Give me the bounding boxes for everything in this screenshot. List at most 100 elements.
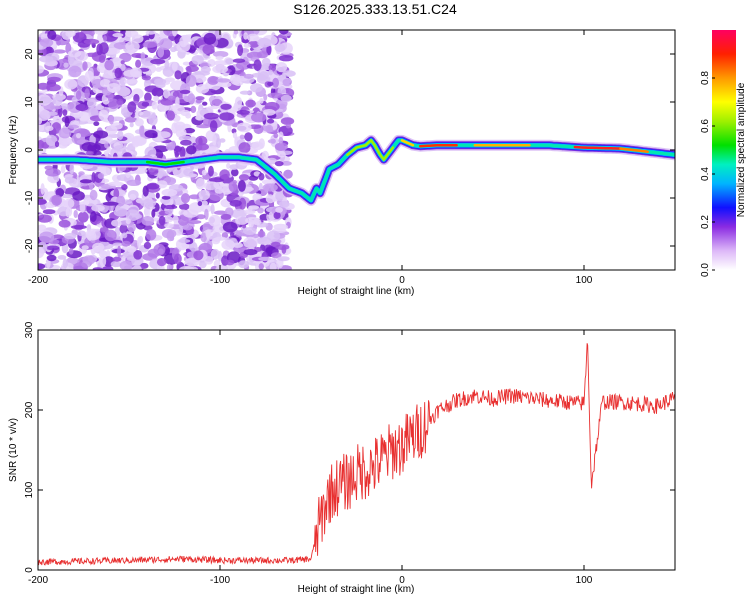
noise-cell: [57, 255, 67, 260]
noise-cell: [176, 40, 191, 53]
spectrogram-ytick-label: -20: [24, 238, 35, 253]
noise-cell: [219, 112, 235, 121]
noise-cell: [274, 142, 288, 151]
spectrogram-ytick-label: 20: [24, 48, 35, 60]
colorbar-gradient: [712, 30, 736, 270]
noise-cell: [198, 189, 210, 201]
noise-cell: [64, 176, 75, 184]
noise-cell: [95, 105, 105, 111]
noise-cell: [265, 194, 275, 204]
noise-cell: [239, 134, 245, 140]
snr-xtick-label: 100: [576, 575, 593, 586]
noise-cell: [253, 59, 262, 71]
spectrogram-xlabel: Height of straight line (km): [298, 286, 415, 297]
noise-cell: [186, 220, 202, 224]
colorbar-label: Normalized spectral amplitude: [736, 82, 747, 217]
noise-cell: [82, 255, 96, 265]
noise-cell: [261, 57, 271, 67]
noise-cell: [259, 97, 264, 104]
noise-cell: [275, 244, 290, 251]
noise-cell: [158, 215, 166, 226]
noise-cell: [208, 214, 222, 227]
noise-cell: [159, 38, 173, 50]
noise-cell: [157, 170, 164, 179]
noise-cell: [161, 228, 177, 239]
noise-cell: [79, 201, 86, 213]
noise-cell: [38, 263, 46, 270]
noise-cell: [231, 168, 239, 177]
noise-cell: [113, 145, 128, 152]
noise-cell: [238, 142, 251, 154]
noise-cell: [82, 61, 88, 71]
noise-cell: [183, 127, 196, 134]
noise-cell: [163, 204, 178, 210]
noise-cell: [273, 223, 289, 231]
noise-cell: [62, 137, 74, 145]
noise-cell: [185, 65, 199, 72]
noise-cell: [174, 70, 182, 80]
noise-cell: [77, 230, 87, 237]
noise-cell: [196, 214, 206, 220]
noise-cell: [55, 188, 65, 197]
noise-cell: [45, 134, 58, 146]
noise-cell: [116, 195, 126, 207]
noise-cell: [93, 130, 109, 139]
noise-cell: [145, 229, 157, 241]
noise-cell: [125, 41, 140, 52]
noise-cell: [211, 98, 223, 107]
noise-cell: [117, 130, 124, 140]
noise-cell: [112, 256, 122, 262]
noise-cell: [222, 221, 238, 233]
noise-cell: [54, 141, 60, 148]
noise-cell: [38, 123, 45, 132]
snr-xtick-label: 0: [399, 575, 405, 586]
noise-cell: [47, 76, 61, 83]
noise-cell: [49, 119, 64, 125]
snr-ytick-label: 0: [24, 567, 35, 573]
noise-cell: [106, 146, 111, 154]
noise-cell: [104, 142, 109, 149]
noise-cell: [201, 169, 207, 176]
noise-cell: [187, 93, 196, 104]
noise-cell: [267, 92, 283, 99]
noise-cell: [269, 262, 277, 270]
noise-cell: [127, 101, 137, 113]
noise-cell: [51, 194, 62, 206]
noise-cell: [99, 250, 108, 259]
noise-cell: [141, 216, 154, 226]
noise-cell: [65, 207, 71, 218]
noise-cell: [270, 138, 276, 144]
spectrogram-xtick-label: -100: [210, 275, 230, 286]
noise-cell: [250, 83, 263, 93]
noise-cell: [283, 169, 293, 179]
noise-cell: [129, 122, 134, 128]
noise-cell: [131, 53, 144, 58]
noise-cell: [195, 115, 205, 121]
noise-cell: [266, 44, 272, 56]
noise-cell: [154, 78, 167, 85]
noise-cell: [243, 73, 254, 79]
noise-cell: [172, 215, 179, 223]
noise-cell: [81, 245, 89, 251]
noise-cell: [263, 93, 268, 101]
noise-cell: [38, 65, 44, 74]
snr-xtick-label: -200: [28, 575, 48, 586]
noise-cell: [232, 132, 238, 139]
snr-xtick-label: -100: [210, 575, 230, 586]
noise-cell: [236, 122, 252, 133]
spectrogram-ylabel: Frequency (Hz): [8, 116, 19, 185]
noise-cell: [97, 173, 105, 179]
noise-cell: [39, 38, 54, 47]
snr-data: [38, 343, 675, 566]
noise-cell: [99, 42, 109, 55]
noise-cell: [271, 252, 282, 259]
noise-cell: [179, 203, 190, 211]
noise-cell: [251, 112, 267, 123]
noise-cell: [102, 266, 114, 270]
noise-cell: [141, 101, 150, 107]
noise-cell: [125, 218, 131, 225]
noise-cell: [92, 242, 105, 252]
noise-cell: [151, 112, 156, 121]
noise-cell: [245, 216, 260, 225]
noise-cell: [157, 46, 165, 58]
